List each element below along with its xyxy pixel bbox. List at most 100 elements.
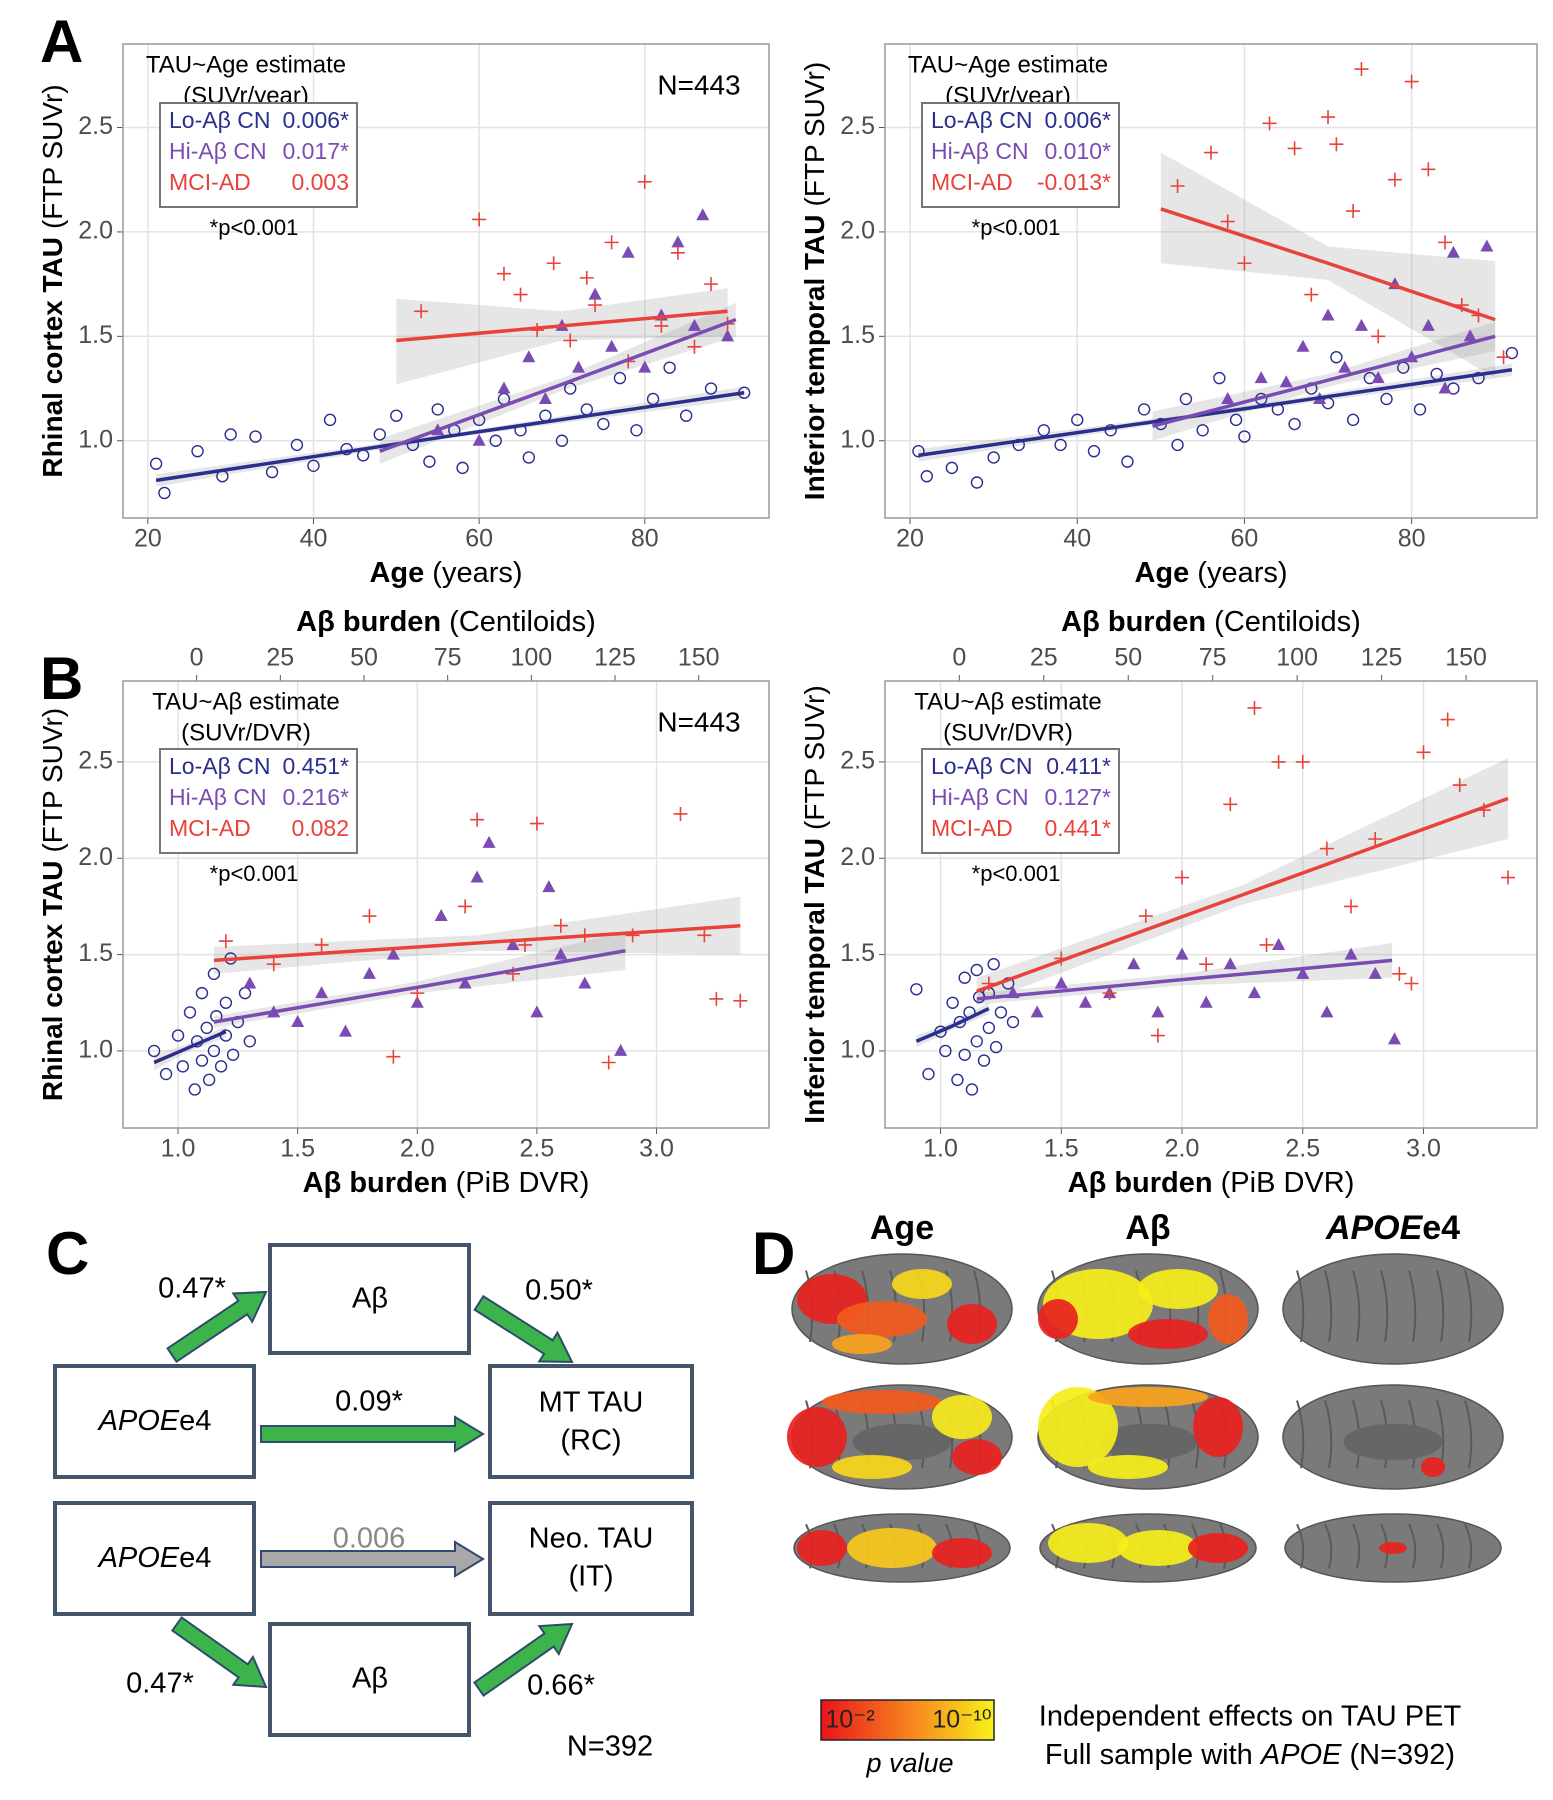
- legend-box: [159, 102, 358, 208]
- point: [1175, 947, 1189, 960]
- point: [673, 806, 688, 821]
- brain-sulcus: [1352, 1523, 1361, 1569]
- point: [1404, 74, 1419, 89]
- y-tick-label: 2.5: [78, 112, 113, 140]
- x-tick-label: 40: [1063, 525, 1091, 553]
- point: [709, 991, 724, 1006]
- effect-region: [787, 1407, 847, 1467]
- label-bold: Age: [369, 557, 424, 589]
- point: [958, 1048, 971, 1061]
- legend-name: Hi-Aβ CN: [931, 138, 1029, 164]
- label-rest: (FTP SUVr): [799, 62, 830, 207]
- point: [265, 465, 279, 479]
- arrow: [170, 1616, 268, 1689]
- point: [951, 1073, 964, 1087]
- legend-name: MCI-AD: [931, 815, 1013, 841]
- fit-line: [915, 1006, 990, 1043]
- point: [1344, 947, 1358, 960]
- legend-name: Lo-Aβ CN: [931, 753, 1032, 779]
- point: [195, 1054, 209, 1067]
- effect-region: [1038, 1299, 1078, 1339]
- point: [1078, 995, 1092, 1008]
- point: [1171, 438, 1184, 452]
- confidence-band: [379, 302, 736, 464]
- x2-axis-label: Aβ burden (Centiloids): [1061, 606, 1361, 638]
- point: [733, 993, 748, 1008]
- point: [1392, 966, 1407, 981]
- panel-letter: C: [46, 1220, 89, 1287]
- point: [1223, 957, 1237, 970]
- point: [530, 1005, 544, 1018]
- point: [630, 424, 643, 437]
- point: [1229, 413, 1243, 427]
- point: [987, 451, 1000, 464]
- point: [431, 403, 444, 416]
- point: [1346, 204, 1361, 219]
- arrow: [166, 1290, 268, 1364]
- effect-region: [837, 1301, 927, 1337]
- point: [1151, 1005, 1165, 1018]
- point: [1304, 287, 1319, 302]
- legend-title: TAU~Age estimate: [908, 51, 1108, 78]
- x2-tick-label: 50: [1114, 644, 1142, 672]
- point: [243, 1035, 257, 1048]
- label-rest: (FTP SUVr): [37, 708, 68, 853]
- x-tick-label: 20: [134, 525, 162, 553]
- point: [414, 304, 429, 319]
- point: [1344, 899, 1359, 914]
- legend-estimate: 0.411*: [1046, 753, 1111, 779]
- brain-medial-wall: [1343, 1423, 1443, 1461]
- confidence-band: [1160, 152, 1496, 379]
- x2-tick-label: 125: [594, 644, 636, 672]
- y-tick-label: 2.5: [840, 112, 875, 140]
- brain-sulcus: [1408, 1523, 1417, 1569]
- point: [1452, 778, 1467, 793]
- point: [1138, 909, 1153, 924]
- point: [704, 382, 718, 395]
- point: [200, 1021, 213, 1035]
- point: [307, 459, 320, 472]
- point: [588, 298, 603, 313]
- x2-tick-label: 75: [1199, 644, 1227, 672]
- point: [605, 339, 619, 352]
- effect-region: [832, 1334, 892, 1354]
- edge-label: 0.47*: [126, 1668, 194, 1700]
- point: [1102, 986, 1117, 1001]
- edge-label: 0.006: [333, 1523, 406, 1555]
- point: [663, 361, 676, 374]
- point: [323, 413, 337, 427]
- point: [470, 812, 485, 827]
- point: [149, 457, 163, 470]
- point: [1179, 392, 1193, 406]
- point: [1368, 831, 1383, 846]
- plot-border: [884, 43, 1538, 519]
- point: [970, 1035, 983, 1048]
- point: [266, 957, 281, 972]
- point: [315, 986, 329, 999]
- fit-line: [1152, 334, 1496, 428]
- point: [679, 409, 693, 422]
- point: [1346, 413, 1360, 427]
- brain-medial-wall: [852, 1423, 952, 1461]
- point: [687, 318, 701, 331]
- footnote: *p<0.001: [210, 215, 299, 240]
- effect-region: [1088, 1387, 1208, 1407]
- fit-line: [153, 1030, 227, 1065]
- point: [362, 966, 376, 979]
- x2-tick-label: 0: [952, 644, 966, 672]
- label-rest: (years): [1197, 557, 1287, 589]
- column-label-italic: APOE: [1325, 1209, 1424, 1247]
- y-axis-label: Inferior temporal TAU (FTP SUVr): [799, 62, 830, 500]
- column-label: Age: [870, 1209, 934, 1247]
- legend-name: Hi-Aβ CN: [169, 138, 267, 164]
- point: [434, 909, 448, 922]
- confidence-band: [396, 288, 728, 385]
- label-bold: Aβ burden: [296, 606, 441, 638]
- point: [513, 287, 528, 302]
- column-label: APOEe4: [1325, 1209, 1460, 1247]
- y-tick-label: 2.5: [840, 747, 875, 775]
- point: [195, 986, 209, 1000]
- point: [542, 880, 556, 893]
- point: [386, 947, 400, 960]
- label-bold: Age: [1134, 557, 1189, 589]
